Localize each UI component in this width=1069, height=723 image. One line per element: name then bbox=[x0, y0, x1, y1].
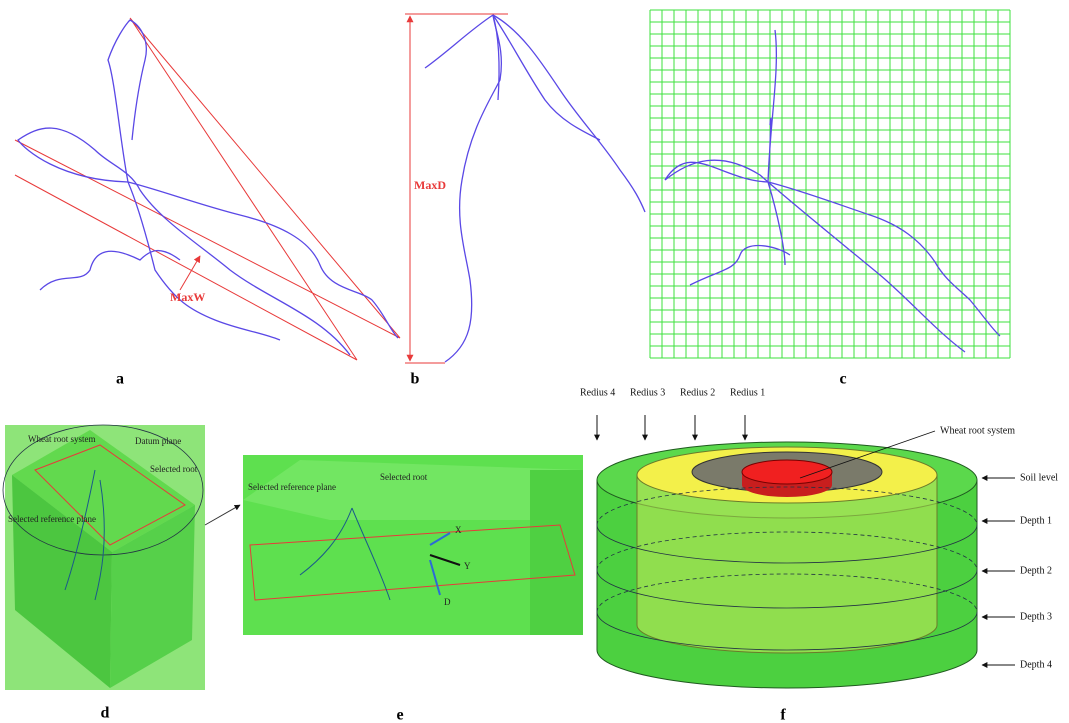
label: d bbox=[101, 705, 110, 722]
stroke-path bbox=[768, 182, 1000, 336]
label: Selected root bbox=[380, 472, 428, 482]
stroke-path bbox=[445, 15, 501, 362]
stroke-path bbox=[108, 20, 146, 182]
stroke-path bbox=[493, 15, 600, 140]
stroke-path bbox=[690, 182, 790, 285]
panel-e: X Y D Selected root Selected reference p… bbox=[243, 455, 583, 723]
label: D bbox=[444, 597, 451, 607]
label: Datum plane bbox=[135, 436, 181, 446]
label: Depth 4 bbox=[1020, 659, 1052, 670]
label: e bbox=[396, 707, 403, 723]
label: MaxD bbox=[414, 178, 446, 192]
stroke-path bbox=[40, 251, 180, 290]
label: Redius 4 bbox=[580, 387, 615, 398]
stroke-path bbox=[15, 18, 400, 360]
stroke-path bbox=[128, 182, 280, 340]
panel-a: MaxW a bbox=[15, 18, 400, 388]
label: Redius 2 bbox=[680, 387, 715, 398]
stroke-path bbox=[425, 15, 499, 100]
zoom-arrow bbox=[205, 505, 240, 525]
label: a bbox=[116, 371, 124, 388]
grid bbox=[650, 10, 1010, 358]
label: Depth 3 bbox=[1020, 611, 1052, 622]
figure: MaxW a MaxD b c Wheat root system Datum … bbox=[0, 0, 1069, 723]
label: Selected reference plane bbox=[8, 514, 96, 524]
label: Redius 1 bbox=[730, 387, 765, 398]
label: Depth 2 bbox=[1020, 565, 1052, 576]
panel-d: Wheat root system Datum plane Selected r… bbox=[3, 425, 205, 722]
panel-f: Redius 4 Redius 3 Redius 2 Redius 1 Whea… bbox=[580, 387, 1058, 723]
label: Soil level bbox=[1020, 472, 1058, 483]
panel-b: MaxD b bbox=[405, 14, 645, 388]
label: MaxW bbox=[170, 290, 205, 304]
label: f bbox=[780, 707, 786, 723]
label: Selected root bbox=[150, 464, 198, 474]
shape bbox=[742, 460, 832, 484]
panel-c: c bbox=[650, 10, 1010, 388]
label: Wheat root system bbox=[940, 425, 1015, 436]
shape bbox=[530, 470, 583, 635]
label: c bbox=[839, 371, 846, 388]
stroke-path bbox=[493, 15, 645, 212]
label: Y bbox=[464, 561, 471, 571]
label: Depth 1 bbox=[1020, 515, 1052, 526]
label: Redius 3 bbox=[630, 387, 665, 398]
stroke-path bbox=[18, 128, 350, 355]
label: X bbox=[455, 525, 462, 535]
label: Selected reference plane bbox=[248, 482, 336, 492]
label: b bbox=[411, 371, 420, 388]
label: Wheat root system bbox=[28, 434, 95, 444]
stroke-path bbox=[128, 182, 398, 338]
